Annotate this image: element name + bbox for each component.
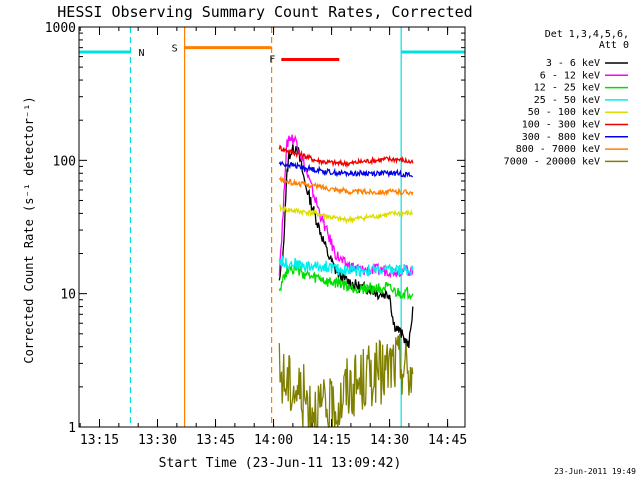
flare-label: F xyxy=(269,55,275,66)
series-line-8 xyxy=(278,175,414,197)
y-tick-label: 10 xyxy=(60,288,76,303)
x-tick-label: 14:15 xyxy=(312,433,351,448)
footer-timestamp: 23-Jun-2011 19:49 xyxy=(554,467,636,476)
series-line-6 xyxy=(278,144,414,169)
y-tick-label: 1 xyxy=(68,421,76,436)
y-axis-label: Corrected Count Rate (s⁻¹ detector⁻¹) xyxy=(22,96,36,363)
legend-header-line: Det 1,3,4,5,6, xyxy=(545,29,629,40)
series-line-2 xyxy=(278,134,414,279)
legend-entry-label: 3 - 6 keV xyxy=(546,58,600,69)
x-tick-label: 14:30 xyxy=(370,433,409,448)
y-tick-label: 1000 xyxy=(45,21,76,36)
series-line-5 xyxy=(278,204,414,225)
series-line-1 xyxy=(278,144,414,349)
x-tick-label: 14:00 xyxy=(254,433,293,448)
series-layer xyxy=(278,134,414,428)
series-line-9 xyxy=(278,333,414,428)
series-line-7 xyxy=(278,160,414,179)
y-tick-label: 100 xyxy=(53,154,76,169)
legend-header-line: Att 0 xyxy=(599,40,629,51)
saa-label: S xyxy=(172,44,178,55)
overlay-layer: N S F xyxy=(79,27,465,427)
legend-entry-label: 800 - 7000 keV xyxy=(516,144,600,155)
series-line-4 xyxy=(278,255,414,278)
x-tick-label: 13:15 xyxy=(80,433,119,448)
plot-frame xyxy=(78,26,466,428)
x-tick-label: 14:45 xyxy=(428,433,467,448)
x-tick-label: 13:30 xyxy=(138,433,177,448)
legend-entry-label: 7000 - 20000 keV xyxy=(504,156,600,167)
chart-title: HESSI Observing Summary Count Rates, Cor… xyxy=(57,3,472,21)
x-tick-label: 13:45 xyxy=(196,433,235,448)
legend-entry-label: 25 - 50 keV xyxy=(534,95,600,106)
axes-layer: 13:15 13:30 13:45 14:00 14:15 14:30 14:45 1 10 10… xyxy=(45,21,467,448)
x-axis-label: Start Time (23-Jun-11 13:09:42) xyxy=(159,456,402,471)
legend-entry-label: 12 - 25 keV xyxy=(534,83,600,94)
night-label: N xyxy=(138,48,144,59)
legend-entry-label: 6 - 12 keV xyxy=(540,70,600,81)
legend-entry-label: 100 - 300 keV xyxy=(522,120,600,131)
legend-entry-label: 50 - 100 keV xyxy=(528,107,600,118)
legend-entry-label: 300 - 800 keV xyxy=(522,132,600,143)
